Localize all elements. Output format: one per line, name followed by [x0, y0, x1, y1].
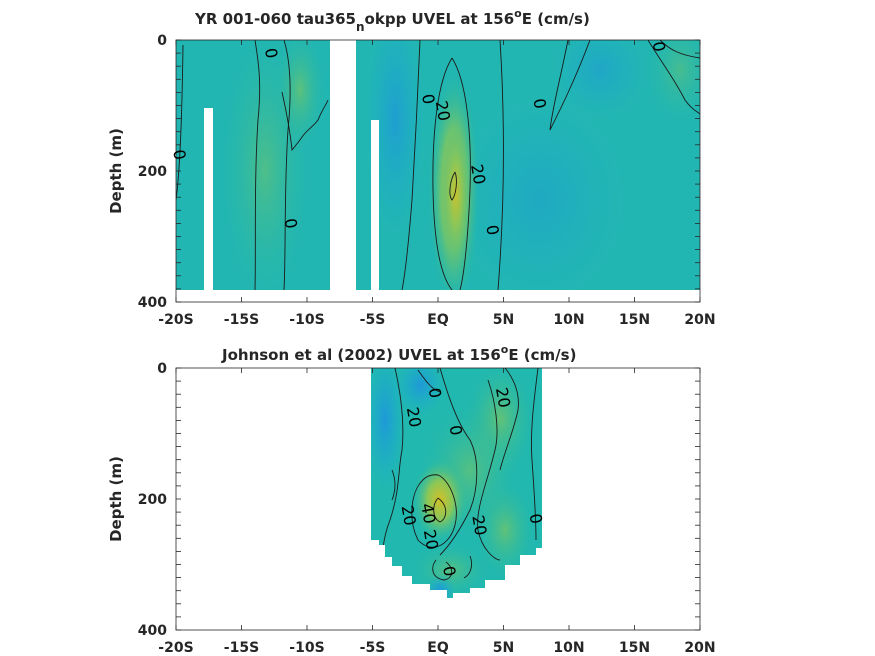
top-x-tick-label: -5S [360, 312, 386, 328]
contour-label: 0 [482, 223, 502, 236]
contour-label: 20 [467, 163, 489, 186]
bottom-x-tick-label: 10N [553, 640, 584, 656]
top-chart-title: YR 001-060 tau365nokpp UVEL at 156oE (cm… [194, 7, 590, 34]
contour-label: 20 [468, 514, 490, 537]
contour-label: 0 [446, 424, 466, 437]
contour-label: 0 [425, 386, 445, 399]
contour-label: 20 [403, 406, 425, 429]
contour-label: 0 [418, 92, 438, 105]
contour-label: 20 [398, 504, 420, 527]
bottom-y-tick-label: 400 [138, 623, 167, 639]
top-y-axis-label: Depth (m) [107, 128, 125, 214]
top-x-tick-label: -10S [289, 312, 324, 328]
bottom-y-tick-label: 0 [157, 361, 167, 377]
top-x-tick-label: -15S [224, 312, 259, 328]
contour-label: 20 [492, 386, 514, 409]
contour-label: 0 [529, 97, 549, 110]
bottom-heatmap [371, 368, 542, 598]
bottom-x-tick-label: -5S [360, 640, 386, 656]
bottom-y-axis-label: Depth (m) [107, 456, 125, 542]
top-x-tick-label: 15N [619, 312, 650, 328]
bottom-x-tick-label: -15S [224, 640, 259, 656]
top-x-tick-label: EQ [427, 312, 449, 328]
bottom-chart-title: Johnson et al (2002) UVEL at 156oE (cm/s… [221, 343, 576, 364]
top-heatmap [176, 40, 700, 290]
contour-label: 0 [281, 217, 301, 230]
top-x-tick-label: -20S [158, 312, 193, 328]
contour-label: 0 [439, 564, 459, 577]
contour-label: 20 [420, 528, 442, 551]
contour-label: 0 [526, 512, 546, 525]
bottom-x-tick-label: -20S [158, 640, 193, 656]
contour-label: 0 [261, 47, 281, 60]
top-y-tick-label: 0 [157, 33, 167, 49]
bottom-x-tick-label: EQ [427, 640, 449, 656]
contour-label: 20 [432, 99, 454, 122]
bottom-x-tick-label: 20N [684, 640, 715, 656]
top-x-tick-label: 5N [493, 312, 514, 328]
bottom-x-tick-label: 15N [619, 640, 650, 656]
bottom-y-tick-label: 200 [138, 492, 167, 508]
contour-label: 0 [169, 148, 189, 161]
contour-label: 40 [417, 502, 439, 525]
top-y-tick-label: 400 [138, 295, 167, 311]
bottom-x-tick-label: 5N [493, 640, 514, 656]
top-x-tick-label: 10N [553, 312, 584, 328]
top-x-tick-label: 20N [684, 312, 715, 328]
bottom-x-tick-label: -10S [289, 640, 324, 656]
contour-label: 0 [649, 40, 669, 53]
top-y-tick-label: 200 [138, 164, 167, 180]
